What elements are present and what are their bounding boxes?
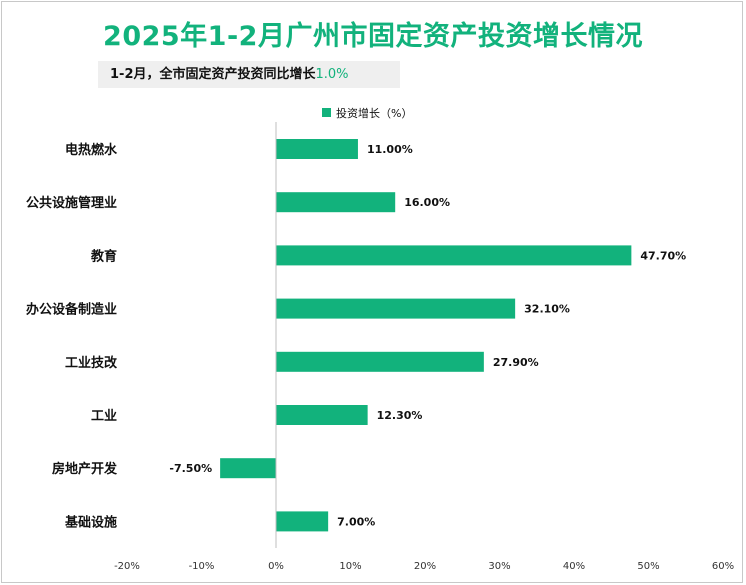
category-label: 房地产开发 (52, 461, 118, 477)
data-label: 7.00% (337, 515, 375, 528)
data-label: 16.00% (404, 196, 450, 209)
bar-2 (276, 245, 632, 266)
legend-swatch (322, 108, 331, 117)
chart-title: 2025年1-2月广州市固定资产投资增长情况 (103, 21, 643, 52)
bar-1 (276, 192, 396, 213)
subtitle-highlight: 1.0% (315, 67, 349, 82)
x-tick-label: 60% (712, 561, 734, 572)
bar-5 (276, 405, 368, 425)
x-tick-label: 0% (268, 561, 284, 572)
bar-3 (276, 298, 516, 319)
x-tick-label: 30% (488, 561, 510, 572)
category-label: 工业技改 (65, 355, 118, 371)
x-tick-label: 10% (339, 561, 361, 572)
category-label: 教育 (90, 248, 117, 264)
bar-7 (276, 511, 329, 532)
category-label: 办公设备制造业 (26, 302, 117, 318)
data-label: 27.90% (493, 356, 539, 369)
data-label: 11.00% (367, 143, 413, 156)
legend: 投资增长（%） (322, 106, 412, 120)
data-label: -7.50% (169, 462, 212, 475)
x-tick-label: -10% (189, 561, 215, 572)
bar-6 (220, 458, 276, 479)
subtitle-text: 1-2月，全市固定资产投资同比增长 (110, 67, 316, 82)
category-label: 基础设施 (64, 514, 117, 530)
category-label: 电热燃水 (65, 142, 118, 158)
x-tick-label: -20% (114, 561, 140, 572)
subtitle-box: 1-2月，全市固定资产投资同比增长1.0% (98, 61, 400, 88)
x-tick-label: 20% (414, 561, 436, 572)
legend-label: 投资增长（%） (336, 106, 412, 120)
bar-4 (276, 351, 484, 372)
data-label: 12.30% (377, 409, 423, 422)
x-tick-label: 50% (637, 561, 659, 572)
data-label: 47.70% (640, 249, 686, 262)
category-label: 工业 (91, 408, 117, 424)
bar-0 (276, 139, 358, 159)
data-label: 32.10% (524, 303, 570, 316)
category-label: 公共设施管理业 (26, 195, 117, 211)
x-tick-label: 40% (563, 561, 585, 572)
